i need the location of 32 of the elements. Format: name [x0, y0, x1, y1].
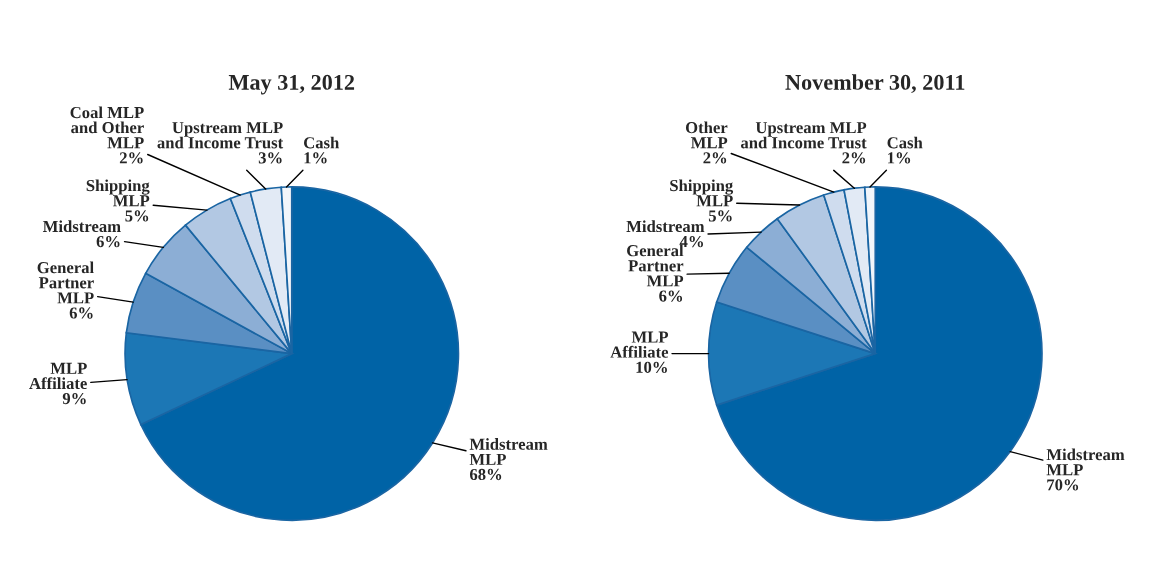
slice-label: Upstream MLP and Income Trust: [157, 122, 284, 149]
slice-label: Midstream MLP: [469, 438, 548, 465]
slice-label: Midstream: [42, 220, 121, 233]
slice-label: MLP Affiliate: [29, 362, 87, 390]
data-label: 6%: [659, 290, 683, 302]
data-label: 2%: [842, 152, 866, 164]
slice-label: Cash: [887, 136, 923, 149]
data-label: 9%: [62, 392, 86, 405]
slice-label: Shipping MLP: [86, 179, 150, 207]
data-label: 3%: [258, 152, 282, 164]
slice-label: Shipping MLP: [670, 179, 734, 207]
data-label: 5%: [125, 210, 149, 222]
data-label: 5%: [708, 210, 732, 222]
chart-title: May 31, 2012: [228, 74, 355, 95]
data-label: 70%: [1047, 479, 1079, 491]
data-label: 1%: [888, 152, 911, 164]
data-label: 6%: [96, 235, 120, 248]
data-label: 1%: [304, 152, 327, 164]
data-label: 2%: [703, 152, 727, 164]
chart-title: November 30, 2011: [785, 74, 965, 94]
slice-label: Midstream MLP: [1046, 448, 1125, 476]
slice-label: Cash: [304, 136, 340, 149]
slice-label: Midstream: [626, 220, 705, 233]
slice-label: Other MLP: [685, 121, 728, 149]
data-label: 10%: [636, 361, 667, 373]
data-label: 6%: [69, 307, 93, 319]
data-label: 2%: [119, 152, 143, 164]
data-label: 68%: [469, 468, 502, 481]
slice-label: MLP Affiliate: [610, 331, 669, 358]
slice-label: General Partner MLP: [37, 261, 94, 304]
slice-label: Upstream MLP and Income Trust: [740, 122, 867, 149]
slice-label: Coal MLP and Other MLP: [70, 106, 144, 149]
